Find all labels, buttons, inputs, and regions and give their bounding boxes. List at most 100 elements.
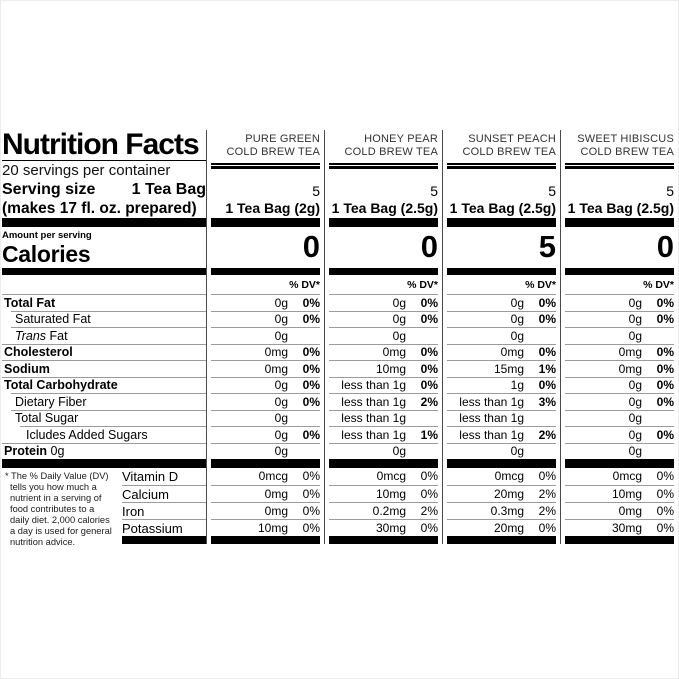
tea-column-name: PURE GREEN COLD BREW TEA [226, 133, 320, 158]
nutrient-row: less than 1g [329, 411, 438, 427]
nutrient-amount: 0mg [382, 345, 406, 360]
nutrient-row: Protein 0g [2, 444, 206, 460]
tea-column-name: SWEET HIBISCUS COLD BREW TEA [577, 133, 674, 158]
nutrient-dv: 0% [302, 361, 320, 376]
thick-divider-bar [565, 459, 674, 468]
nutrient-amount: 0mg [618, 361, 642, 376]
thick-divider-bar [447, 268, 556, 275]
nutrient-amount: 1g [510, 378, 524, 393]
nutrient-dv: 0% [656, 312, 674, 327]
nutrient-row: 0g 0% [211, 378, 320, 394]
vitamin-amount: 0mg [264, 503, 288, 518]
row-hairline [565, 409, 674, 411]
nutrient-amount: 0g [628, 411, 642, 426]
vitamin-row: 0mcg 0% [329, 468, 438, 485]
vitamin-amount: 10mg [375, 486, 406, 501]
nutrient-value-list: 0g 0% 0g 0% 0g 0mg 0% 15mg 1% 1g 0% less than 1g 3% l… [447, 294, 556, 459]
nutrient-dv: 2% [538, 427, 556, 442]
row-hairline [211, 393, 320, 394]
vitamin-row: 0mg 0% [565, 503, 674, 519]
nutrient-row: Sodium [2, 361, 206, 377]
row-hairline [122, 519, 206, 520]
calories-cell: 0 [565, 227, 674, 268]
nutrient-row: 15mg 1% [447, 361, 556, 377]
nutrient-row: Total Carbohydrate [2, 378, 206, 394]
vitamin-row: 10mg 0% [565, 486, 674, 502]
row-hairline [565, 485, 674, 486]
nutrient-dv: 0% [656, 394, 674, 409]
row-hairline [2, 442, 206, 444]
vitamin-dv: 0% [538, 520, 556, 535]
row-hairline [122, 502, 206, 503]
tea-column-servings: 5 [312, 183, 320, 199]
row-hairline [211, 409, 320, 411]
nutrient-name: Icludes Added Sugars [26, 427, 148, 442]
vitamin-row: 0.3mg 2% [447, 503, 556, 519]
row-hairline [447, 502, 556, 503]
nutrient-dv: 0% [302, 312, 320, 327]
nutrient-amount: 0g [274, 394, 288, 409]
thick-divider-bar [565, 268, 674, 275]
vitamin-name: Potassium [122, 520, 183, 536]
nutrient-amount: 0g [274, 427, 288, 442]
nutrient-amount: 0g [628, 328, 642, 343]
dv-column-header: % DV* [407, 279, 438, 291]
nutrient-row: Dietary Fiber [2, 394, 206, 410]
vitamin-amount: 20mg [493, 520, 524, 535]
nutrient-dv: 0% [538, 345, 556, 360]
nutrient-dv: 0% [656, 427, 674, 442]
nutrient-row: 0g 0% [329, 295, 438, 311]
servings-per-container: 20 servings per container [2, 162, 171, 179]
row-hairline [329, 393, 438, 394]
nutrient-dv: 0% [420, 295, 438, 310]
vitamin-amount: 0mg [264, 486, 288, 501]
row-hairline [2, 294, 206, 295]
vitamin-dv: 0% [420, 520, 438, 535]
nutrient-amount: 0g [510, 312, 524, 327]
nutrition-facts-title: Nutrition Facts [2, 130, 206, 161]
tea-column-name: HONEY PEAR COLD BREW TEA [344, 133, 438, 158]
vitamin-amount: 30mg [375, 520, 406, 535]
vitamin-dv: 0% [302, 469, 320, 483]
nutrient-row: 0g 0% [211, 394, 320, 410]
nutrient-name: Total Sugar [15, 411, 79, 426]
row-hairline [329, 294, 438, 295]
nutrient-amount: 0g [392, 328, 406, 343]
row-hairline [329, 426, 438, 427]
nutrient-amount: 0mg [618, 345, 642, 360]
nutrient-dv: 0% [302, 378, 320, 393]
nutrient-amount: less than 1g [459, 411, 524, 426]
thick-divider-bar [565, 536, 674, 544]
thick-divider-bar [211, 218, 320, 227]
nutrient-row: Icludes Added Sugars [2, 427, 206, 443]
thick-divider-bar [329, 218, 438, 227]
nutrient-amount: 0g [510, 295, 524, 310]
vitamin-name: Vitamin D [122, 469, 179, 484]
calories-cell: 0 [329, 227, 438, 268]
row-hairline [447, 327, 556, 328]
row-hairline [447, 294, 556, 295]
nutrient-amount: 0mg [500, 345, 524, 360]
nutrient-amount: less than 1g [341, 394, 406, 409]
tea-column-servings: 5 [430, 183, 438, 199]
tea-column-serving-size: 1 Tea Bag (2.5g) [449, 200, 556, 216]
nutrient-amount: 0mg [264, 361, 288, 376]
double-rule [329, 163, 438, 169]
row-hairline [565, 426, 674, 427]
thick-divider-bar [329, 536, 438, 544]
nutrient-amount: 0mg [264, 345, 288, 360]
nutrient-amount: less than 1g [341, 411, 406, 426]
row-hairline [565, 310, 674, 312]
row-hairline [565, 442, 674, 444]
vitamin-amount: 0mcg [494, 469, 524, 483]
dv-column-header: % DV* [289, 279, 320, 291]
nutrient-amount: 0g [392, 312, 406, 327]
vitamin-row: 0mg 0% [211, 486, 320, 502]
thick-divider-bar [447, 218, 556, 227]
nutrient-row: less than 1g 2% [447, 427, 556, 443]
row-hairline [447, 519, 556, 520]
serving-size-value: 1 Tea Bag [131, 181, 206, 198]
nutrient-name: Cholesterol [4, 345, 73, 360]
nutrient-row: 0mg 0% [565, 361, 674, 377]
nutrient-amount: 0g [628, 378, 642, 393]
